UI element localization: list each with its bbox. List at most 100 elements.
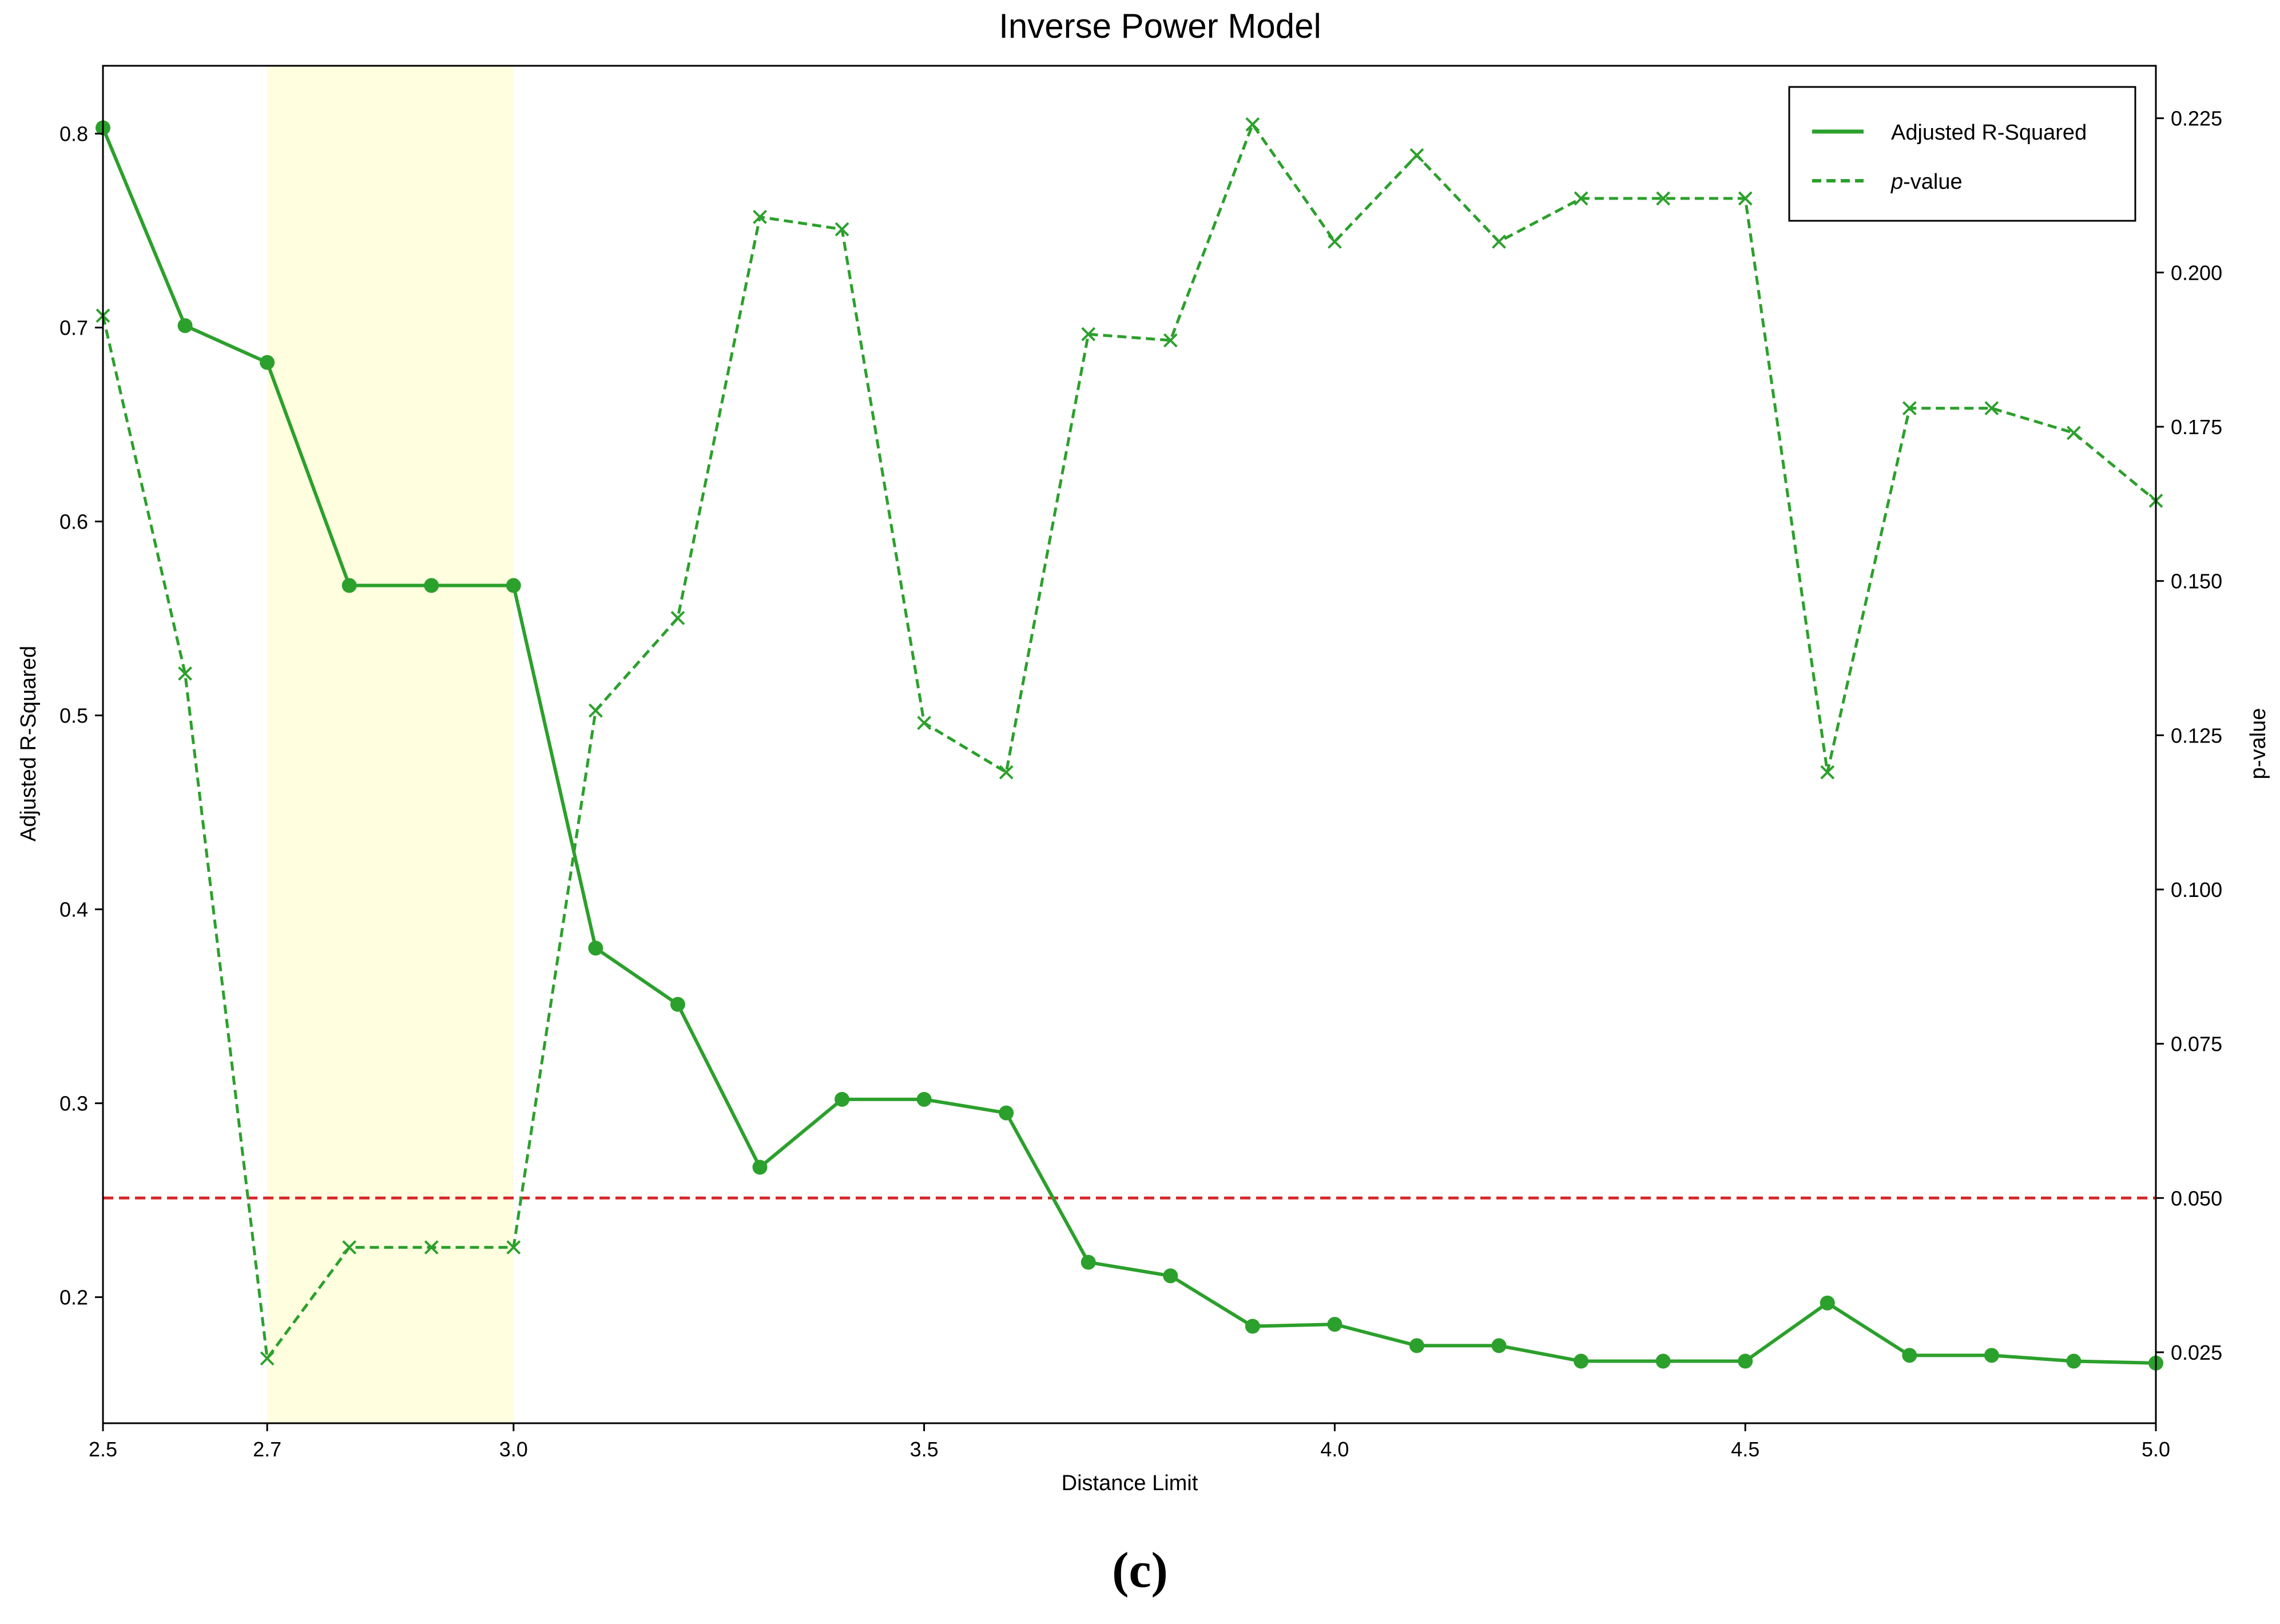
p-value-point: [506, 1240, 521, 1255]
p-value-marker-stroke: [1081, 327, 1096, 342]
x-tick-label: 3.5: [910, 1438, 939, 1461]
p-value-point: [342, 1240, 357, 1255]
p-value-point: [917, 716, 932, 730]
y2-tick-label: 0.075: [2171, 1033, 2222, 1056]
adjusted-r-squared-point: [1327, 1317, 1342, 1332]
y-tick-label: 0.7: [59, 316, 88, 340]
p-value-point: [1984, 401, 1999, 416]
p-value-marker-stroke: [670, 610, 685, 625]
p-value-point: [670, 610, 685, 625]
y2-tick-label: 0.125: [2171, 724, 2222, 747]
p-value-marker-stroke: [1409, 148, 1424, 162]
legend-label-adjusted-r-squared: Adjusted R-Squared: [1891, 121, 2087, 145]
x-tick-label: 2.7: [253, 1438, 281, 1461]
adjusted-r-squared-point: [341, 578, 357, 593]
x-tick-label: 5.0: [2142, 1438, 2170, 1461]
p-value-point: [999, 765, 1014, 780]
adjusted-r-squared-point: [177, 318, 193, 333]
adjusted-r-squared-point: [1655, 1353, 1671, 1369]
p-value-point: [1163, 333, 1178, 348]
p-value-marker-stroke: [835, 222, 849, 237]
p-value-point: [1081, 327, 1096, 342]
p-value-point: [1409, 148, 1424, 162]
x-axis-ticks: 2.5 2.7 3.0 3.5 4.0 4.5 5.0: [89, 1423, 2170, 1461]
figure-caption: (c): [1112, 1543, 1168, 1598]
p-value-point: [1492, 234, 1506, 249]
p-value-marker-stroke: [753, 209, 767, 224]
adjusted-r-squared-point: [999, 1105, 1014, 1121]
y-tick-label: 0.3: [59, 1092, 88, 1115]
adjusted-r-squared-point: [588, 940, 603, 956]
p-value-marker-stroke: [424, 1240, 439, 1255]
y2-tick-label: 0.200: [2171, 261, 2222, 284]
y2-axis-ticks: 0.025 0.050 0.075 0.100 0.125 0.150 0.175 0.200…: [2156, 107, 2222, 1364]
adjusted-r-squared-point: [506, 578, 521, 593]
chart-title: Inverse Power Model: [999, 7, 1321, 45]
y-axis-ticks: 0.2 0.3 0.4 0.5 0.6 0.7 0.8: [59, 122, 103, 1309]
p-value-marker-stroke: [999, 765, 1014, 780]
y2-tick-label: 0.100: [2171, 878, 2222, 902]
p-value-point: [178, 666, 192, 681]
series-line-p-value: [101, 121, 2157, 1363]
y-tick-label: 0.6: [59, 510, 88, 534]
adjusted-r-squared-point: [1081, 1254, 1096, 1270]
y2-tick-label: 0.050: [2171, 1186, 2222, 1210]
x-tick-label: 2.5: [89, 1438, 117, 1461]
p-value-point: [588, 703, 603, 718]
p-value-point: [1327, 234, 1342, 249]
p-value-marker-stroke: [1902, 401, 1917, 416]
p-value-point: [1902, 401, 1917, 416]
p-value-marker-stroke: [917, 716, 932, 730]
adjusted-r-squared-point: [1163, 1268, 1178, 1284]
p-value-marker-stroke: [1492, 234, 1506, 249]
y2-tick-label: 0.175: [2171, 415, 2222, 439]
y2-tick-label: 0.025: [2171, 1341, 2222, 1364]
adjusted-r-squared-point: [2066, 1353, 2082, 1369]
p-value-point: [424, 1240, 439, 1255]
adjusted-r-squared-point: [1902, 1348, 1917, 1363]
p-value-marker-stroke: [1984, 401, 1999, 416]
p-value-marker-stroke: [1738, 191, 1753, 206]
p-value-point: [260, 1351, 275, 1366]
series-line-adjusted-r-squared: [101, 127, 2156, 1365]
adjusted-r-squared-point: [1491, 1338, 1507, 1353]
p-value-marker-stroke: [342, 1240, 357, 1255]
highlight-band: [267, 66, 514, 1423]
p-value-marker-stroke: [506, 1240, 521, 1255]
adjusted-r-squared-point: [1820, 1295, 1835, 1311]
adjusted-r-squared-point: [670, 996, 685, 1012]
adjusted-r-squared-point: [1574, 1353, 1589, 1369]
p-value-marker-stroke: [1327, 234, 1342, 249]
p-value-point: [835, 222, 849, 237]
adjusted-r-squared-point: [752, 1160, 768, 1175]
adjusted-r-squared-point: [1245, 1319, 1260, 1334]
y2-tick-label: 0.225: [2171, 107, 2222, 130]
chart-marks: [96, 117, 2163, 1371]
p-value-point: [2067, 426, 2081, 440]
p-value-point: [1738, 191, 1753, 206]
p-value-point: [1820, 765, 1835, 780]
x-tick-label: 4.5: [1731, 1438, 1759, 1461]
y-tick-label: 0.8: [59, 122, 88, 146]
p-value-marker-stroke: [1163, 333, 1178, 348]
x-tick-label: 4.0: [1320, 1438, 1349, 1461]
p-value-marker-stroke: [2067, 426, 2081, 440]
y2-tick-label: 0.150: [2171, 570, 2222, 593]
legend-label-p-value: p-value: [1890, 170, 1963, 194]
x-tick-label: 3.0: [499, 1438, 528, 1461]
p-value-marker-stroke: [588, 703, 603, 718]
adjusted-r-squared-point: [916, 1091, 932, 1107]
adjusted-r-squared-point: [424, 578, 439, 593]
adjusted-r-squared-point: [1984, 1348, 1999, 1363]
p-value-point: [1656, 191, 1671, 206]
y2-axis-label: p-value: [2246, 708, 2270, 780]
p-value-point: [1574, 191, 1588, 206]
p-value-marker-stroke: [178, 666, 192, 681]
p-value-marker-stroke: [1656, 191, 1671, 206]
adjusted-r-squared-point: [835, 1091, 850, 1107]
y-tick-label: 0.4: [59, 898, 88, 922]
p-value-marker-stroke: [260, 1351, 275, 1366]
p-value-point: [1245, 117, 1260, 132]
